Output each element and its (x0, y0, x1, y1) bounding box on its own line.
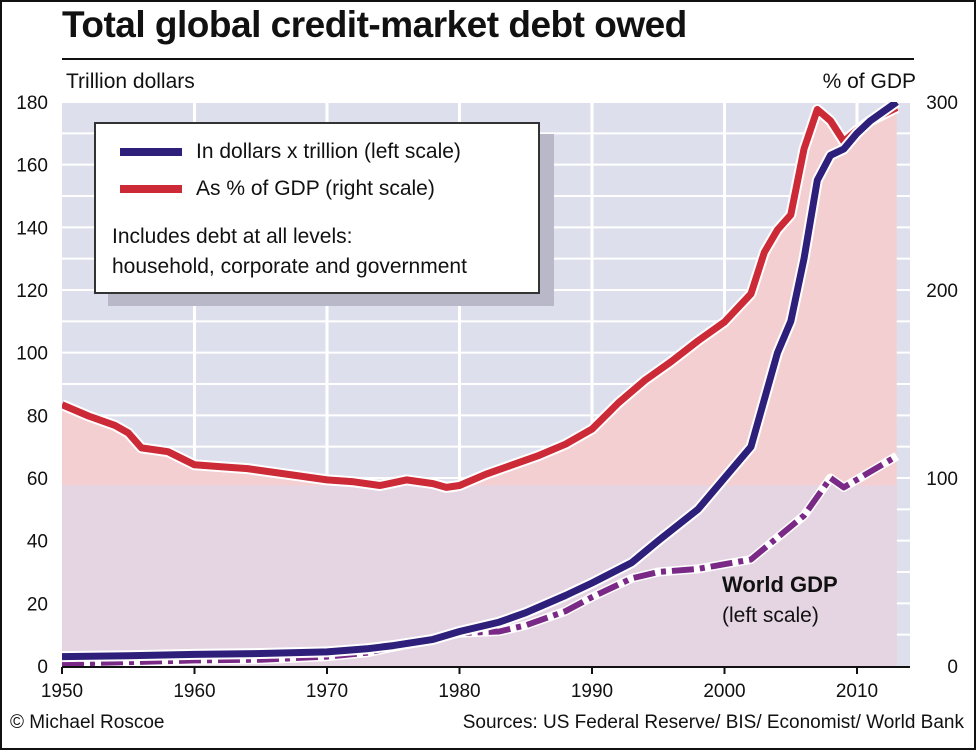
x-tick-label: 2000 (703, 681, 745, 702)
y-left-tick-label: 180 (16, 93, 48, 114)
world-gdp-sublabel: (left scale) (722, 604, 819, 627)
legend-swatch-pct (120, 185, 182, 193)
y-left-tick-label: 40 (27, 532, 48, 553)
tick-labels: 0 20 40 60 80 100 120 140 160 180 0 100 200 300 1950 19… (16, 93, 958, 702)
left-axis-label: Trillion dollars (66, 70, 195, 93)
y-left-tick-label: 120 (16, 281, 48, 302)
world-gdp-label: World GDP (722, 572, 838, 597)
y-left-tick-label: 160 (16, 156, 48, 177)
legend: In dollars x trillion (left scale) As % … (94, 122, 540, 294)
y-left-tick-label: 0 (37, 657, 48, 678)
x-tick-label: 1950 (41, 681, 83, 702)
series-lines (62, 102, 900, 666)
legend-label-pct: As % of GDP (right scale) (196, 177, 435, 200)
dollars-line (62, 102, 899, 661)
y-left-tick-label: 100 (16, 344, 48, 365)
credit-text: © Michael Roscoe (10, 712, 165, 733)
legend-label-dollars: In dollars x trillion (left scale) (196, 140, 461, 163)
y-right-tick-label: 0 (947, 657, 958, 678)
y-left-tick-label: 60 (27, 469, 48, 490)
legend-swatch-dollars (120, 148, 182, 156)
y-left-tick-label: 80 (27, 406, 48, 427)
y-right-tick-label: 300 (926, 93, 958, 114)
legend-note: Includes debt at all levels: household, … (112, 222, 467, 282)
x-tick-label: 1960 (173, 681, 215, 702)
y-right-tick-label: 200 (926, 281, 958, 302)
right-axis-label: % of GDP (822, 70, 916, 93)
legend-item-dollars: In dollars x trillion (left scale) (120, 140, 461, 164)
legend-note-line2: household, corporate and government (112, 255, 467, 278)
legend-item-pct: As % of GDP (right scale) (120, 177, 435, 201)
chart-title: Total global credit-market debt owed (62, 4, 687, 45)
x-tick-label: 2010 (836, 681, 878, 702)
y-left-tick-label: 20 (27, 594, 48, 615)
x-tick-label: 1990 (571, 681, 613, 702)
x-tick-label: 1970 (306, 681, 348, 702)
y-right-tick-label: 100 (926, 469, 958, 490)
pct-of-gdp-line (62, 104, 899, 491)
sources-text: Sources: US Federal Reserve/ BIS/ Econom… (462, 712, 964, 733)
y-left-tick-label: 140 (16, 218, 48, 239)
legend-note-line1: Includes debt at all levels: (112, 225, 353, 248)
x-tick-label: 1980 (438, 681, 480, 702)
title-rule (62, 58, 914, 60)
